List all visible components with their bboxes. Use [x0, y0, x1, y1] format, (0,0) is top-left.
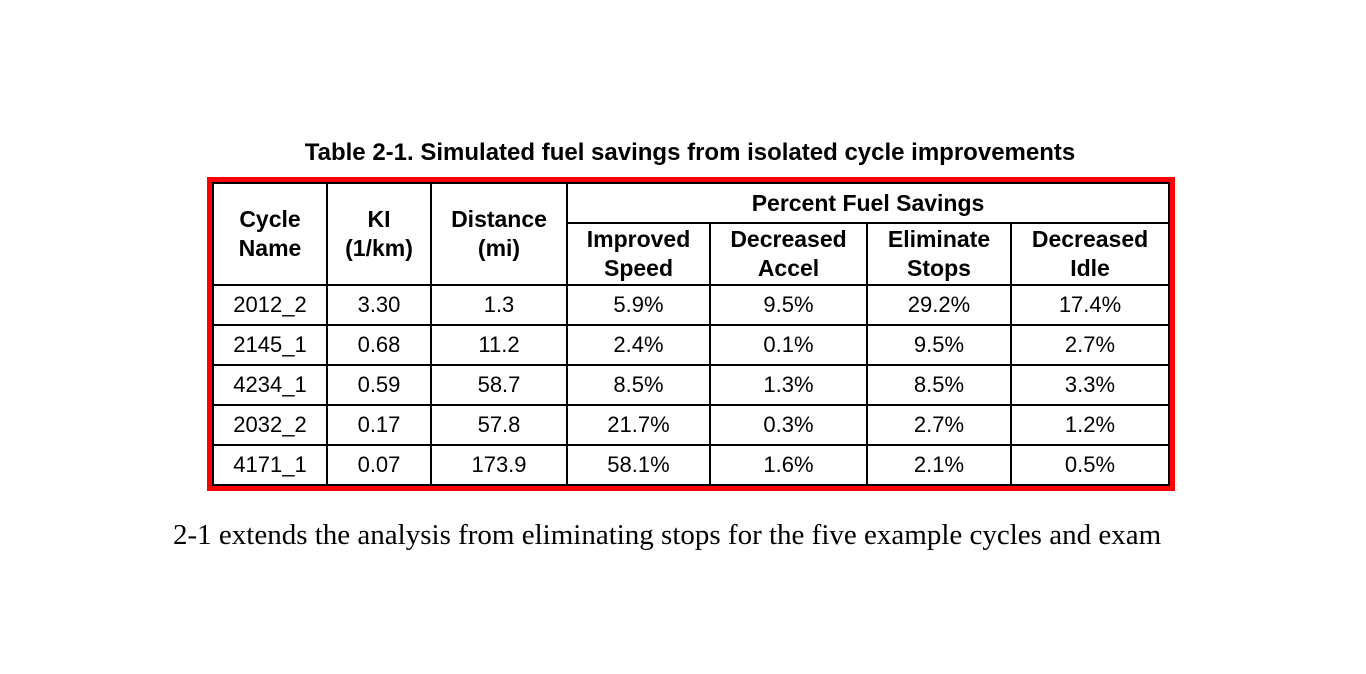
- col-header-decreased-idle: Decreased Idle: [1009, 222, 1171, 286]
- cell-decreased-accel: 0.3%: [709, 404, 868, 446]
- col-header-distance: Distance (mi): [430, 182, 568, 286]
- cell-distance: 57.8: [430, 404, 568, 446]
- cell-eliminate-stops: 2.1%: [866, 444, 1012, 486]
- col-header-improved-speed: Improved Speed: [566, 222, 711, 286]
- cell-eliminate-stops: 29.2%: [866, 284, 1012, 326]
- col-header-cycle-name: Cycle Name: [212, 182, 328, 286]
- cell-cycle-name: 2145_1: [212, 324, 328, 366]
- cell-ki: 0.59: [326, 364, 432, 406]
- body-text: 2-1 extends the analysis from eliminatin…: [173, 519, 1162, 551]
- fuel-savings-table: Cycle Name KI (1/km) Distance (mi) Perce…: [212, 182, 1171, 486]
- table-row: 4234_1 0.59 58.7 8.5% 1.3% 8.5% 3.3%: [212, 364, 1171, 406]
- cell-decreased-accel: 0.1%: [709, 324, 868, 366]
- cell-eliminate-stops: 2.7%: [866, 404, 1012, 446]
- header-row-sub: Improved Speed Decreased Accel Eliminate…: [213, 222, 1171, 286]
- cell-eliminate-stops: 9.5%: [866, 324, 1012, 366]
- cell-ki: 0.68: [326, 324, 432, 366]
- cell-distance: 11.2: [430, 324, 568, 366]
- table-row: 2012_2 3.30 1.3 5.9% 9.5% 29.2% 17.4%: [212, 284, 1171, 326]
- col-header-eliminate-stops: Eliminate Stops: [866, 222, 1012, 286]
- cell-distance: 1.3: [430, 284, 568, 326]
- header-row-group: Cycle Name KI (1/km) Distance (mi) Perce…: [212, 182, 1171, 286]
- cell-decreased-idle: 3.3%: [1009, 364, 1171, 406]
- table-row: 2145_1 0.68 11.2 2.4% 0.1% 9.5% 2.7%: [212, 324, 1171, 366]
- cell-decreased-idle: 0.5%: [1009, 444, 1171, 486]
- col-header-decreased-accel: Decreased Accel: [709, 222, 868, 286]
- cell-decreased-accel: 1.6%: [709, 444, 868, 486]
- cell-cycle-name: 2012_2: [212, 284, 328, 326]
- cell-improved-speed: 58.1%: [566, 444, 711, 486]
- cell-ki: 3.30: [326, 284, 432, 326]
- table-red-frame: Cycle Name KI (1/km) Distance (mi) Perce…: [207, 177, 1176, 491]
- cell-eliminate-stops: 8.5%: [866, 364, 1012, 406]
- cell-cycle-name: 4234_1: [212, 364, 328, 406]
- cell-improved-speed: 2.4%: [566, 324, 711, 366]
- cell-decreased-idle: 1.2%: [1009, 404, 1171, 446]
- col-header-ki: KI (1/km): [326, 182, 432, 286]
- table-row: 4171_1 0.07 173.9 58.1% 1.6% 2.1% 0.5%: [212, 444, 1171, 486]
- cell-improved-speed: 8.5%: [566, 364, 711, 406]
- cell-decreased-idle: 17.4%: [1009, 284, 1171, 326]
- table-row: 2032_2 0.17 57.8 21.7% 0.3% 2.7% 1.2%: [212, 404, 1171, 446]
- cell-ki: 0.07: [326, 444, 432, 486]
- cell-cycle-name: 2032_2: [212, 404, 328, 446]
- cell-improved-speed: 5.9%: [566, 284, 711, 326]
- cell-decreased-accel: 1.3%: [709, 364, 868, 406]
- cell-decreased-idle: 2.7%: [1009, 324, 1171, 366]
- cell-distance: 173.9: [430, 444, 568, 486]
- cell-distance: 58.7: [430, 364, 568, 406]
- col-group-header-percent-fuel-savings: Percent Fuel Savings: [565, 182, 1171, 224]
- cell-improved-speed: 21.7%: [566, 404, 711, 446]
- cell-decreased-accel: 9.5%: [709, 284, 868, 326]
- table-title: Table 2-1. Simulated fuel savings from i…: [304, 139, 1076, 166]
- cell-cycle-name: 4171_1: [212, 444, 328, 486]
- cell-ki: 0.17: [326, 404, 432, 446]
